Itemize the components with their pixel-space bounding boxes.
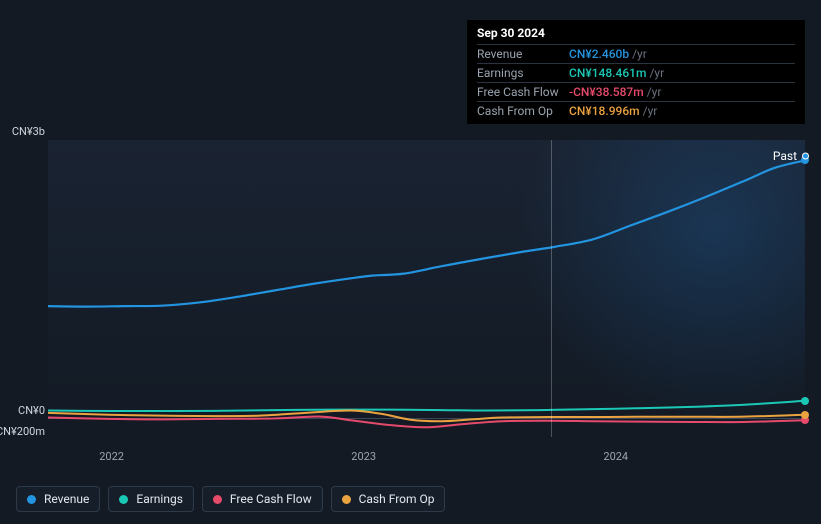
series-line <box>48 401 805 411</box>
tooltip-row-value: CN¥148.461m <box>569 66 646 80</box>
y-axis-max-label: CN¥3b <box>0 125 45 138</box>
tooltip-row-unit: /yr <box>649 66 664 80</box>
series-end-dot <box>801 411 809 419</box>
chart-container: Sep 30 2024 RevenueCN¥2.460b/yrEarningsC… <box>0 0 821 524</box>
tooltip-date: Sep 30 2024 <box>477 26 795 45</box>
tooltip-row-value: CN¥18.996m <box>569 104 640 118</box>
tooltip-row-label: Free Cash Flow <box>477 85 569 99</box>
y-axis-zero-label: CN¥0 <box>0 404 45 417</box>
tooltip-row: Cash From OpCN¥18.996m/yr <box>477 102 795 120</box>
y-axis-min-label: -CN¥200m <box>0 425 45 438</box>
x-axis-label: 2022 <box>99 450 124 463</box>
legend-dot-icon <box>27 495 36 504</box>
tooltip-row-value: -CN¥38.587m <box>569 85 644 99</box>
legend-item[interactable]: Earnings <box>108 486 194 512</box>
legend-label: Free Cash Flow <box>230 492 312 506</box>
x-axis-labels: 2022 2023 2024 <box>48 450 805 466</box>
legend-dot-icon <box>119 495 128 504</box>
legend-dot-icon <box>342 495 351 504</box>
legend-item[interactable]: Revenue <box>16 486 100 512</box>
tooltip-row-label: Revenue <box>477 47 569 61</box>
tooltip-row-label: Cash From Op <box>477 104 569 118</box>
legend-item[interactable]: Free Cash Flow <box>202 486 323 512</box>
tooltip-row: EarningsCN¥148.461m/yr <box>477 64 795 83</box>
x-axis-label: 2023 <box>351 450 376 463</box>
tooltip-row: Free Cash Flow-CN¥38.587m/yr <box>477 83 795 102</box>
series-end-dot <box>801 397 809 405</box>
tooltip-row-label: Earnings <box>477 66 569 80</box>
legend-label: Revenue <box>44 492 89 506</box>
chart-area: CN¥3b CN¥0 -CN¥200m Past <box>0 125 821 445</box>
past-marker-dot <box>802 153 809 160</box>
legend-item[interactable]: Cash From Op <box>331 486 446 512</box>
legend-dot-icon <box>213 495 222 504</box>
x-axis-label: 2024 <box>603 450 628 463</box>
tooltip-row-unit: /yr <box>647 85 662 99</box>
past-label: Past <box>773 149 797 163</box>
series-line <box>48 160 805 306</box>
tooltip-row-unit: /yr <box>632 47 647 61</box>
tooltip-row: RevenueCN¥2.460b/yr <box>477 45 795 64</box>
tooltip-row-unit: /yr <box>643 104 658 118</box>
tooltip-row-value: CN¥2.460b <box>569 47 629 61</box>
chart-lines[interactable] <box>48 140 805 437</box>
legend-label: Earnings <box>136 492 183 506</box>
legend-label: Cash From Op <box>359 492 435 506</box>
legend: Revenue Earnings Free Cash Flow Cash From O… <box>16 486 445 512</box>
hover-vertical-line <box>551 140 552 437</box>
data-tooltip: Sep 30 2024 RevenueCN¥2.460b/yrEarningsC… <box>467 20 805 124</box>
